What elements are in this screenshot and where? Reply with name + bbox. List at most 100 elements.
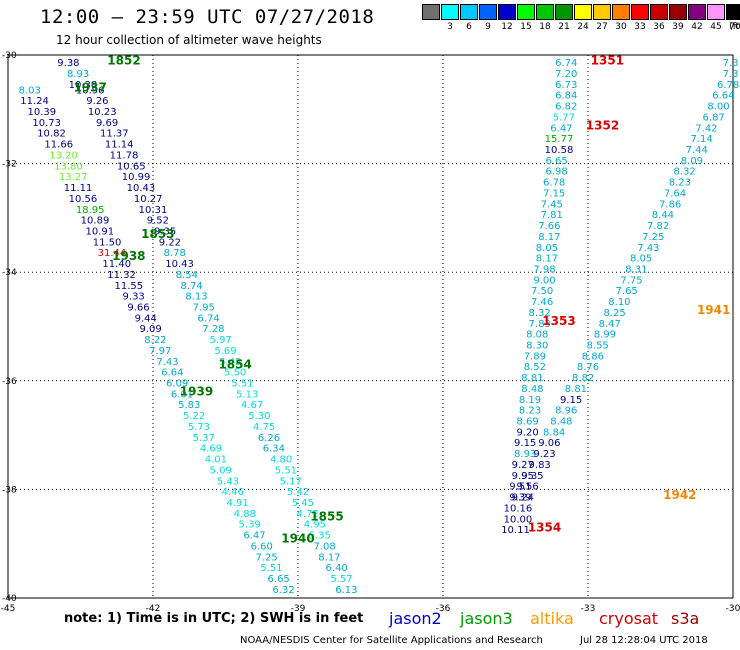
- wave-height-value: 11.78: [110, 150, 139, 161]
- wave-height-value: 8.22: [144, 335, 166, 346]
- wave-height-value: 9.24: [512, 493, 534, 504]
- wave-height-value: 9.06: [538, 438, 560, 449]
- wave-height-value: 5.39: [239, 520, 261, 531]
- lat-tick-label: -38: [2, 485, 17, 495]
- wave-height-value: 6.09: [166, 379, 188, 390]
- lon-tick-label: -30: [726, 604, 740, 614]
- wave-height-value: 4.88: [234, 509, 256, 520]
- map-subtitle: 12 hour collection of altimeter wave hei…: [56, 33, 322, 47]
- wave-height-value: 13.80: [54, 161, 83, 172]
- wave-height-value: 8.96: [555, 406, 577, 417]
- pass-time-label: 1354: [528, 520, 561, 534]
- wave-height-value: 6.40: [326, 563, 348, 574]
- wave-height-value: 9.39: [509, 493, 531, 504]
- wave-height-value: 10.31: [139, 205, 168, 216]
- wave-height-value: 9.56: [516, 482, 538, 493]
- wave-height-value: 8.74: [181, 281, 203, 292]
- wave-height-value: 8.32: [529, 308, 551, 319]
- wave-height-value: 7.75: [620, 275, 642, 286]
- colorbar-swatch: [574, 4, 592, 20]
- wave-height-value: 8.69: [516, 417, 538, 428]
- wave-height-value: 10.11: [501, 525, 530, 536]
- wave-height-value: 7.86: [659, 199, 681, 210]
- colorbar-tick-label: 70: [729, 22, 740, 32]
- wave-height-value: 7.43: [156, 357, 178, 368]
- wave-height-value: 8.19: [519, 395, 541, 406]
- wave-height-value: 6.34: [263, 444, 285, 455]
- wave-height-value: 7.45: [541, 199, 563, 210]
- wave-height-value: 5.73: [188, 422, 210, 433]
- wave-height-value: 9.44: [135, 313, 157, 324]
- wave-height-value: 7.81: [541, 210, 563, 221]
- wave-height-value: 10.73: [32, 118, 61, 129]
- wave-height-value: 8.23: [669, 178, 691, 189]
- lon-tick-label: -39: [291, 604, 306, 614]
- wave-height-value: 9.35: [154, 226, 176, 237]
- colorbar-tick-label: 9: [485, 22, 491, 32]
- wave-height-value: 4.91: [226, 498, 248, 509]
- wave-height-value: 9.38: [57, 58, 79, 69]
- satellite-s3a: s3a: [671, 609, 700, 628]
- wave-height-value: 7.25: [642, 232, 664, 243]
- wave-height-value: 10.58: [545, 145, 574, 156]
- wave-height-value: 7.08: [313, 541, 335, 552]
- colorbar-unit: (ft): [729, 22, 740, 32]
- wave-height-value: 7.15: [543, 188, 565, 199]
- wave-height-value: 7.20: [555, 69, 577, 80]
- wave-height-value: 8.99: [594, 330, 616, 341]
- wave-height-value: 8.44: [652, 210, 674, 221]
- wave-height-value: 8.17: [318, 552, 340, 563]
- wave-height-value: 8.17: [536, 254, 558, 265]
- wave-height-value: 10.91: [86, 226, 115, 237]
- wave-height-value: 6.47: [550, 123, 572, 134]
- colorbar-swatch: [479, 4, 497, 20]
- wave-height-value: 9.52: [147, 216, 169, 227]
- wave-height-value: 8.52: [524, 362, 546, 373]
- colorbar-tick-label: 39: [672, 22, 684, 32]
- wave-height-value: 5.77: [553, 112, 575, 123]
- wave-height-value: 15.77: [545, 134, 574, 145]
- wave-height-value: 8.81: [565, 384, 587, 395]
- pass-time-label: 1854: [218, 358, 251, 372]
- wave-height-value: 6.13: [335, 585, 357, 596]
- wave-height-value: 8.93: [67, 69, 89, 80]
- wave-height-value: 7.82: [647, 221, 669, 232]
- satellite-jason3: jason3: [460, 609, 513, 628]
- wave-height-value: 7.65: [616, 286, 638, 297]
- wave-height-value: 5.57: [330, 574, 352, 585]
- colorbar-swatch: [631, 4, 649, 20]
- wave-height-value: 6.74: [555, 58, 577, 69]
- wave-height-value: 5.97: [210, 335, 232, 346]
- colorbar-tick-label: 21: [558, 22, 570, 32]
- wave-height-value: 7.98: [533, 264, 555, 275]
- lat-tick-label: -32: [2, 160, 17, 170]
- wave-height-value: 4.95: [304, 520, 326, 531]
- wave-height-value: 13.27: [59, 172, 88, 183]
- wave-height-value: 9.66: [127, 302, 149, 313]
- wave-height-value: 4.80: [270, 455, 292, 466]
- wave-height-value: 9.00: [533, 275, 555, 286]
- pass-time-label: 1937: [73, 81, 106, 95]
- colorbar-tick-label: 18: [539, 22, 551, 32]
- wave-height-value: 7.44: [686, 145, 708, 156]
- wave-height-value: 8.81: [521, 373, 543, 384]
- wave-height-value: 6.60: [251, 541, 273, 552]
- pass-time-label: 1353: [542, 314, 575, 328]
- wave-height-value: 8.54: [176, 270, 198, 281]
- pass-time-label: 1942: [663, 488, 696, 502]
- wave-height-value: 8.86: [582, 351, 604, 362]
- wave-height-value: 4.46: [222, 487, 244, 498]
- wave-height-value: 6.32: [272, 585, 294, 596]
- wave-height-value: 4.67: [241, 400, 263, 411]
- wave-height-value: 8.05: [536, 243, 558, 254]
- colorbar-tick-label: 33: [634, 22, 646, 32]
- wave-height-value: 6.01: [171, 389, 193, 400]
- wave-height-value: 9.33: [123, 292, 145, 303]
- wave-height-value: 10.43: [165, 259, 194, 270]
- colorbar-swatch: [498, 4, 516, 20]
- wave-height-value: 9.95: [512, 471, 534, 482]
- wave-height-value: 11.40: [102, 259, 131, 270]
- colorbar-swatch: [536, 4, 554, 20]
- map-frame: [7, 54, 734, 599]
- wave-height-value: 8.55: [587, 341, 609, 352]
